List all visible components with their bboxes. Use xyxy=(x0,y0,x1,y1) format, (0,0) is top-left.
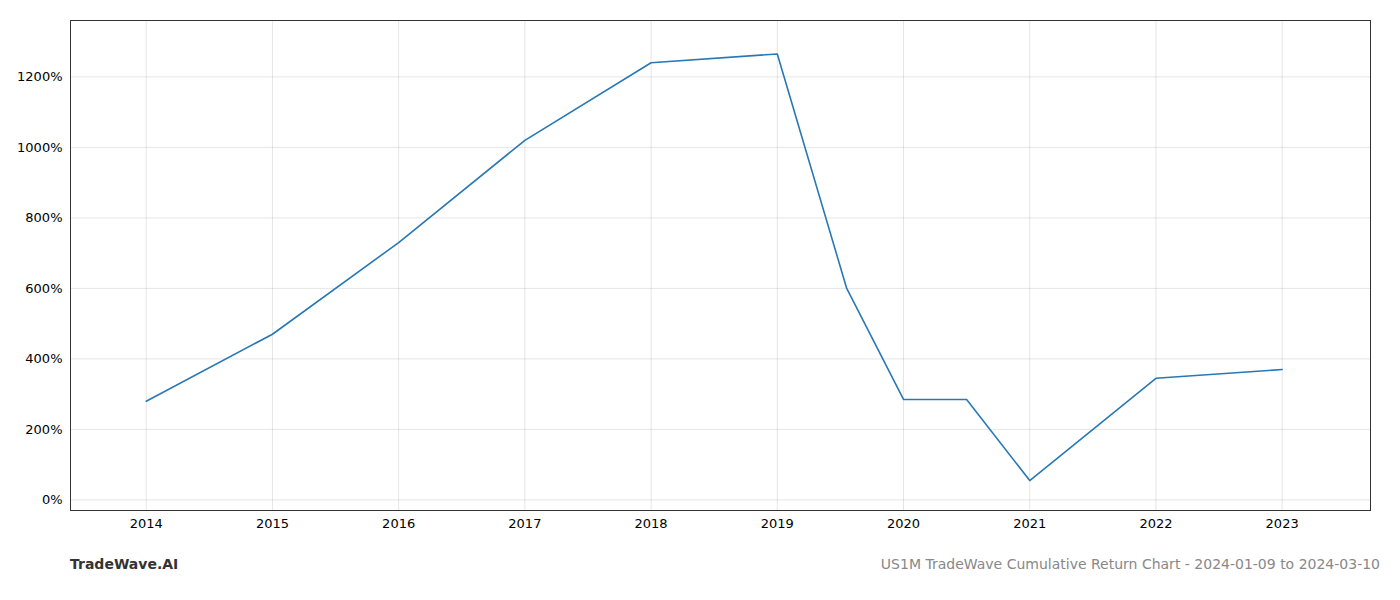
svg-text:0%: 0% xyxy=(42,492,63,507)
svg-text:200%: 200% xyxy=(25,422,62,437)
svg-text:400%: 400% xyxy=(25,351,62,366)
svg-text:2019: 2019 xyxy=(761,516,794,531)
svg-text:2021: 2021 xyxy=(1013,516,1046,531)
svg-text:600%: 600% xyxy=(25,281,62,296)
svg-text:2017: 2017 xyxy=(508,516,541,531)
svg-text:2015: 2015 xyxy=(256,516,289,531)
svg-text:1000%: 1000% xyxy=(17,140,62,155)
svg-text:2014: 2014 xyxy=(130,516,163,531)
html-text:US1M TradeWave Cumulative Retu: US1M TradeWave Cumulative Return Chart -… xyxy=(880,556,1380,572)
html-text:TradeWave.AI: TradeWave.AI xyxy=(70,556,179,572)
svg-text:2016: 2016 xyxy=(382,516,415,531)
svg-text:2018: 2018 xyxy=(635,516,668,531)
svg-text:1200%: 1200% xyxy=(17,69,62,84)
svg-text:2022: 2022 xyxy=(1139,516,1172,531)
svg-text:2023: 2023 xyxy=(1266,516,1299,531)
svg-text:2020: 2020 xyxy=(887,516,920,531)
svg-text:800%: 800% xyxy=(25,210,62,225)
